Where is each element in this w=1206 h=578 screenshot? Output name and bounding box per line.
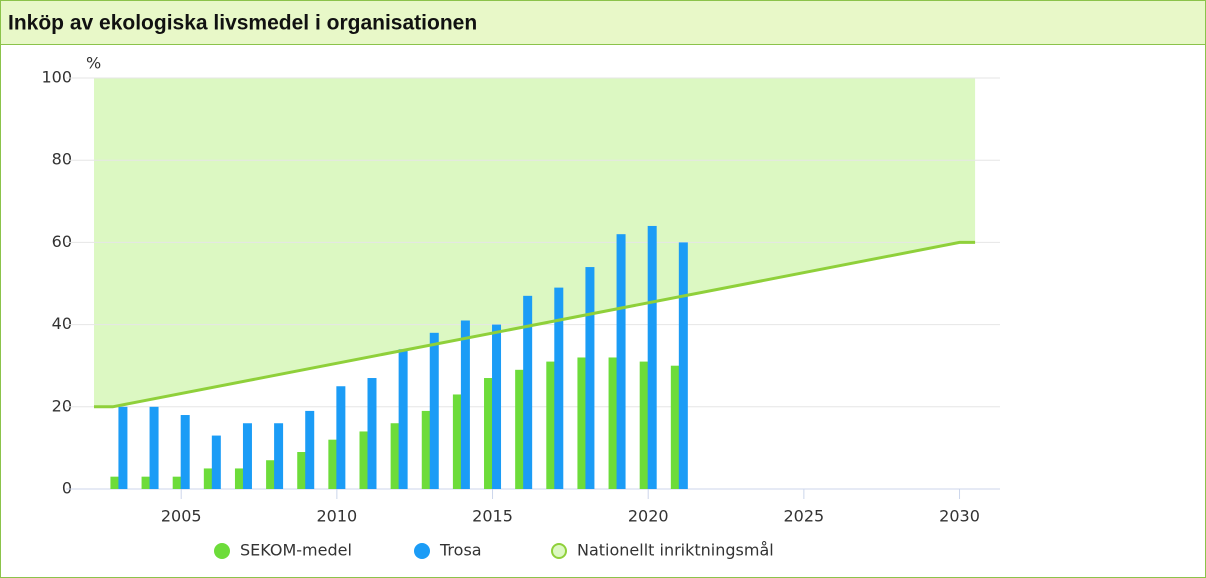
x-tick-label: 2010	[317, 507, 358, 526]
x-tick-label: 2020	[628, 507, 669, 526]
bar	[523, 295, 533, 489]
legend-label: Trosa	[439, 541, 482, 560]
bar	[429, 332, 439, 489]
bar	[328, 439, 338, 489]
bar	[180, 415, 190, 489]
bar	[266, 460, 276, 489]
legend-marker	[414, 543, 430, 559]
y-tick-label: 40	[52, 314, 72, 333]
y-tick-label: 100	[41, 68, 72, 87]
bar	[336, 386, 346, 489]
bar	[172, 476, 182, 489]
bar	[608, 357, 618, 489]
bar	[359, 431, 369, 489]
x-tick-label: 2030	[939, 507, 980, 526]
bar	[546, 361, 556, 489]
bar	[274, 423, 284, 489]
x-tick-label: 2005	[161, 507, 202, 526]
bar	[390, 423, 400, 489]
bar	[141, 476, 151, 489]
legend-label: Nationellt inriktningsmål	[577, 541, 774, 560]
bar	[398, 349, 408, 489]
bar	[484, 378, 494, 489]
y-tick-label: 60	[52, 232, 72, 251]
bar	[149, 406, 159, 489]
bar	[452, 394, 462, 489]
bar	[242, 423, 252, 489]
bar	[492, 324, 502, 489]
bar	[647, 225, 657, 489]
header	[0, 0, 1206, 45]
y-tick-label: 80	[52, 150, 72, 169]
target-line	[94, 240, 976, 409]
bar	[118, 406, 128, 489]
x-tick-label: 2025	[784, 507, 825, 526]
bar	[554, 287, 564, 489]
legend-marker	[214, 543, 230, 559]
y-axis-label: %	[86, 54, 101, 73]
bar	[577, 357, 587, 489]
bar	[297, 452, 307, 489]
bar	[421, 410, 431, 489]
bar	[585, 267, 595, 489]
bar	[616, 234, 626, 489]
x-tick-label: 2015	[472, 507, 513, 526]
bar	[460, 320, 470, 489]
bar	[670, 365, 680, 489]
bar	[211, 435, 221, 489]
legend-marker	[551, 543, 567, 559]
bar	[515, 369, 525, 489]
legend-label: SEKOM-medel	[240, 541, 352, 560]
y-tick-label: 0	[62, 479, 72, 498]
bar	[203, 468, 213, 489]
bar	[367, 378, 377, 489]
bar	[110, 476, 120, 489]
chart-title: Inköp av ekologiska livsmedel i organisa…	[8, 12, 477, 35]
bar	[234, 468, 244, 489]
y-tick-label: 20	[52, 396, 72, 415]
bar	[639, 361, 649, 489]
bar	[305, 410, 315, 489]
bar	[678, 242, 688, 489]
